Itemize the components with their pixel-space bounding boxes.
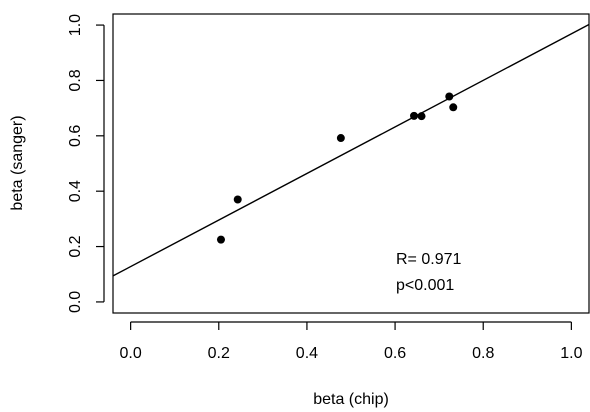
data-point xyxy=(216,235,225,244)
y-tick-label: 0.8 xyxy=(67,69,84,91)
x-tick-label: 0.2 xyxy=(208,345,230,362)
fit-line-group xyxy=(112,23,590,277)
data-point xyxy=(445,92,454,101)
data-point xyxy=(410,111,419,120)
x-tick-label: 1.0 xyxy=(560,345,582,362)
data-point xyxy=(417,112,426,121)
data-point xyxy=(336,134,345,143)
x-tick-label: 0.6 xyxy=(384,345,406,362)
x-axis-label: beta (chip) xyxy=(313,391,389,408)
correlation-annotation: R= 0.971 xyxy=(396,251,461,268)
y-tick-label: 0.2 xyxy=(67,235,84,257)
x-tick-label: 0.8 xyxy=(472,345,494,362)
y-tick-label: 0.4 xyxy=(67,180,84,202)
y-axis-label: beta (sanger) xyxy=(9,115,26,210)
y-tick-label: 0.6 xyxy=(67,125,84,147)
plot-frame xyxy=(112,13,590,314)
x-axis: 0.0 0.2 0.4 0.6 0.8 1.0 xyxy=(120,321,583,362)
y-axis: 0.0 0.2 0.4 0.6 0.8 1.0 xyxy=(67,14,105,313)
data-point xyxy=(233,195,242,204)
data-points xyxy=(216,92,458,244)
regression-line xyxy=(112,23,590,277)
x-tick-label: 0.4 xyxy=(296,345,318,362)
x-tick-label: 0.0 xyxy=(120,345,142,362)
data-point xyxy=(449,103,458,112)
p-value-annotation: p<0.001 xyxy=(396,277,454,294)
y-tick-label: 1.0 xyxy=(67,14,84,36)
y-tick-label: 0.0 xyxy=(67,291,84,313)
